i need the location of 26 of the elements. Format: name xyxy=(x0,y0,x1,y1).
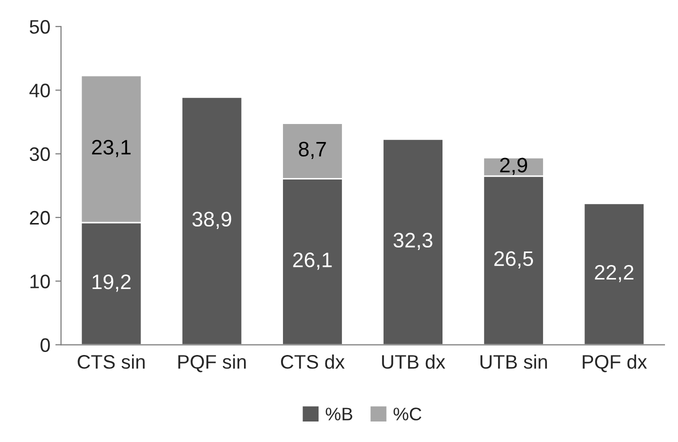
data-label: 2,9 xyxy=(500,158,528,175)
data-label: 8,7 xyxy=(298,142,326,160)
x-tick-label: UTB dx xyxy=(382,354,446,369)
x-tick-label: UTB sin xyxy=(480,354,547,369)
data-label: 22,2 xyxy=(594,264,634,282)
x-tick-label: CTS sin xyxy=(78,354,145,369)
x-tick-label: CTS dx xyxy=(281,354,345,369)
y-tick-label: 20 xyxy=(30,210,50,225)
y-tick-label: 10 xyxy=(30,274,50,288)
data-label: 19,2 xyxy=(92,274,131,292)
bar xyxy=(382,138,444,345)
y-tick-label: 0 xyxy=(40,338,50,352)
data-label: 26,5 xyxy=(494,251,533,268)
data-label: 38,9 xyxy=(192,212,232,230)
data-label: 32,3 xyxy=(394,232,432,250)
legend-label: %C xyxy=(394,408,422,420)
x-tick-label: PQF sin xyxy=(178,354,246,372)
y-tick-label: 30 xyxy=(30,147,50,162)
legend-label: %B xyxy=(326,408,352,420)
bar xyxy=(181,96,243,345)
y-tick-label: 50 xyxy=(30,20,50,34)
y-tick-label: 40 xyxy=(29,84,50,98)
data-label: 23,1 xyxy=(92,140,131,158)
bar xyxy=(583,202,646,345)
data-label: 26,1 xyxy=(293,252,332,270)
x-tick-label: PQF dx xyxy=(582,354,647,372)
